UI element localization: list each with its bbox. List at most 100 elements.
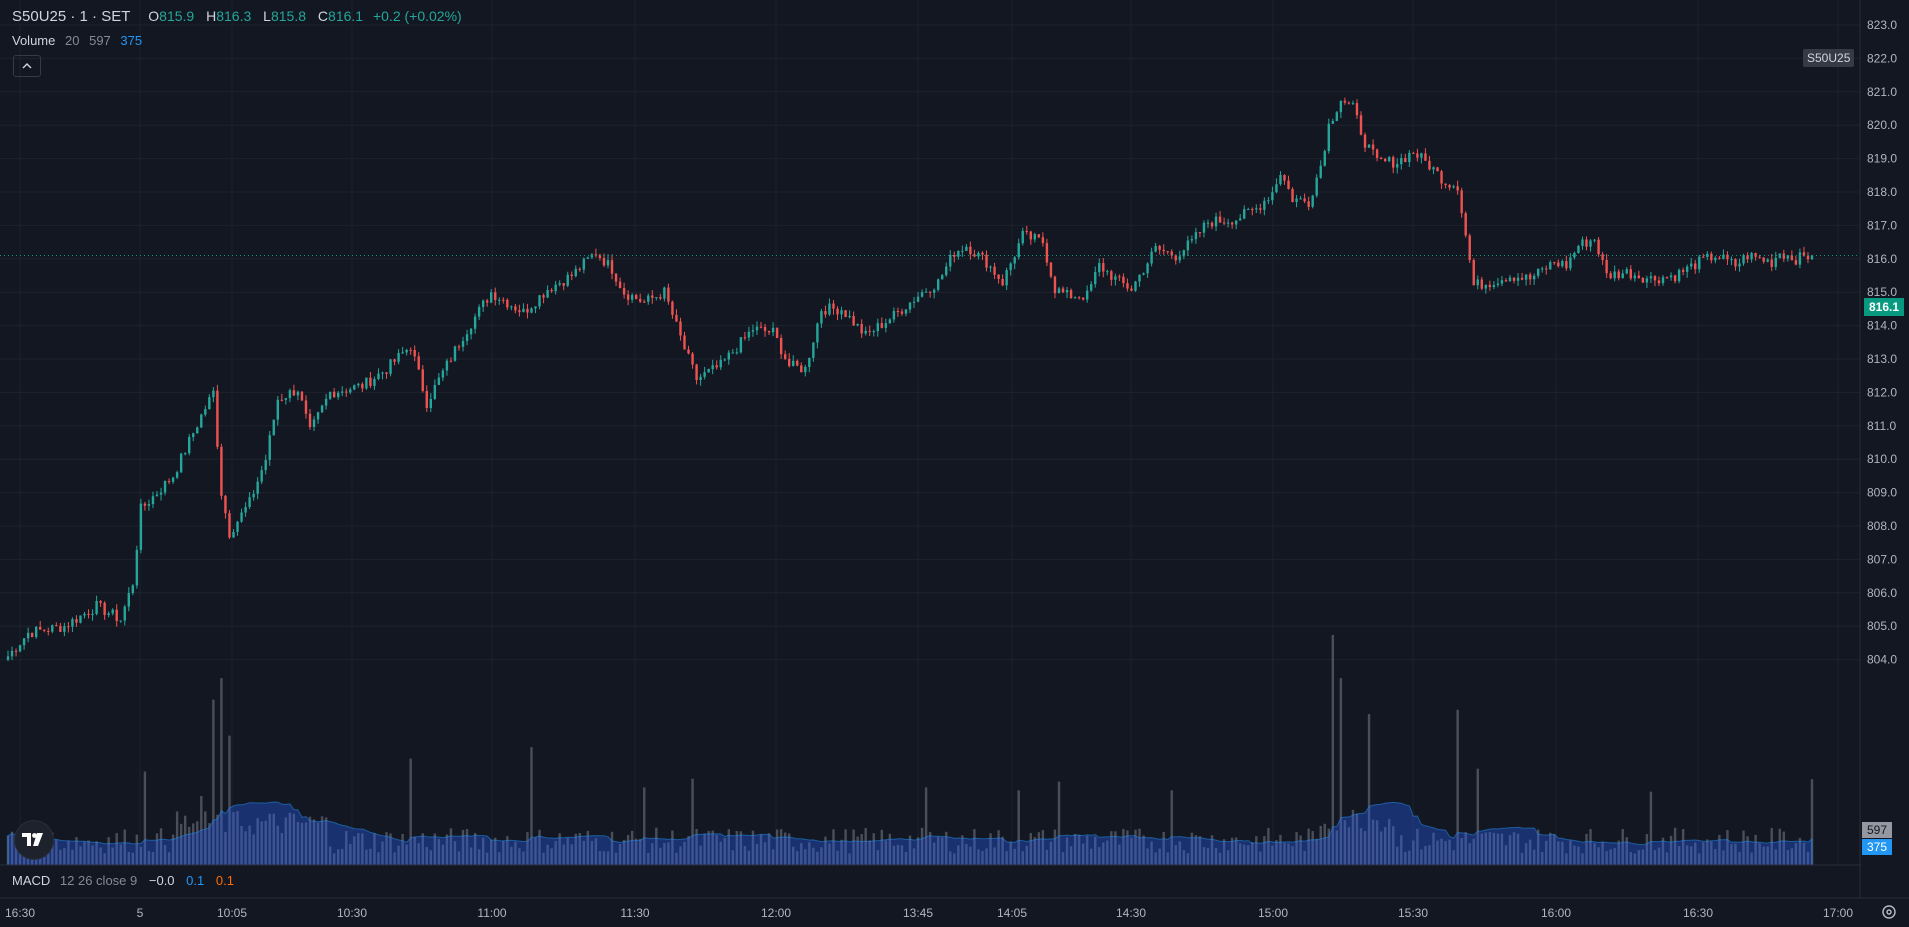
candle-body: [715, 365, 718, 368]
volume-bar: [751, 830, 755, 865]
price-axis[interactable]: 823.0 822.0 821.0 820.0 819.0 818.0 817.0 816.0…: [1867, 18, 1897, 667]
volume-bar: [928, 832, 932, 865]
candle-body: [1347, 102, 1351, 104]
volume-bar: [1295, 832, 1298, 865]
volume-bar: [671, 830, 674, 865]
candle-body: [1750, 253, 1753, 260]
time-axis[interactable]: 16:30 5 10:05 10:30 11:00 11:30 12:00 13:45 14:0…: [5, 906, 1853, 920]
volume-bar: [1202, 847, 1206, 865]
volume-bar: [1355, 813, 1359, 865]
candle-body: [1617, 271, 1620, 279]
candle-body: [868, 330, 871, 332]
macd-legend[interactable]: MACD 12 26 close 9 −0.0 0.1 0.1: [12, 873, 234, 888]
candle-body: [1049, 262, 1053, 277]
volume-bar: [1226, 850, 1230, 865]
candle-body: [767, 330, 771, 333]
volume-bar: [852, 829, 855, 865]
candle-body: [1657, 280, 1661, 284]
volume-bar: [767, 833, 771, 865]
volume-bar: [904, 851, 908, 865]
candle-body: [200, 414, 203, 428]
candle-body: [647, 295, 650, 302]
candle-body: [385, 372, 388, 374]
candle-body: [1476, 279, 1479, 286]
candle-body: [836, 308, 839, 315]
volume-bar: [67, 840, 70, 865]
candle-body: [828, 303, 831, 315]
collapse-legend-button[interactable]: [13, 55, 41, 77]
volume-bar: [828, 843, 831, 865]
candle-body: [896, 310, 900, 312]
candle-body: [103, 602, 106, 616]
volume-legend[interactable]: Volume 20 597 375: [12, 33, 142, 48]
volume-bar: [618, 844, 622, 865]
candle-body: [465, 334, 469, 342]
volume-bar: [1565, 853, 1568, 865]
candle-body: [671, 301, 674, 315]
close-label: C: [317, 8, 329, 24]
candle-body: [1718, 257, 1721, 259]
volume-bar: [1081, 843, 1085, 865]
candle-body: [1371, 144, 1375, 150]
volume-bar: [381, 841, 384, 865]
candle-body: [904, 309, 908, 314]
volume-bar: [264, 820, 267, 865]
candle-body: [268, 435, 271, 460]
volume-bar: [1665, 852, 1669, 865]
volume-bar: [139, 846, 143, 865]
volume-bar: [1130, 837, 1133, 865]
volume-bar: [87, 840, 90, 865]
candle-body: [1412, 152, 1415, 154]
candle-body: [1029, 231, 1033, 240]
candle-body: [1126, 283, 1129, 289]
current-price-badge: 816.1: [1864, 298, 1904, 316]
candle-body: [1166, 251, 1169, 253]
volume-bar: [1077, 834, 1081, 865]
settings-gear-icon[interactable]: [1880, 903, 1898, 921]
volume-bar: [1315, 838, 1318, 865]
volume-bar: [1569, 840, 1572, 865]
candle-body: [510, 306, 513, 308]
volume-bar: [284, 817, 288, 865]
candle-body: [1283, 174, 1286, 181]
candle-body: [518, 310, 521, 313]
volume-bar: [409, 758, 412, 865]
candle-body: [1625, 269, 1628, 274]
candle-body: [1355, 103, 1359, 116]
candle-body: [1746, 255, 1749, 260]
candle-body: [1452, 186, 1455, 188]
volume-bar: [453, 841, 457, 865]
volume-bar: [316, 822, 320, 865]
volume-bar: [204, 811, 207, 865]
volume-bar: [1142, 835, 1145, 865]
candle-body: [341, 391, 344, 393]
symbol-title[interactable]: S50U25 · 1 · SET: [12, 8, 131, 25]
candle-body: [707, 369, 710, 373]
candle-body: [804, 366, 807, 373]
candle-body: [1061, 288, 1065, 293]
candle-body: [485, 300, 489, 303]
candle-body: [1057, 288, 1061, 294]
candle-body: [1379, 157, 1383, 160]
candle-body: [1098, 263, 1101, 273]
volume-bar: [300, 822, 304, 865]
volume-bar: [155, 833, 159, 865]
candle-body: [1573, 252, 1576, 258]
volume-bar: [864, 828, 867, 865]
candle-body: [719, 359, 722, 368]
candle-body: [1033, 234, 1037, 240]
volume-bar: [1247, 845, 1250, 865]
tradingview-logo-icon[interactable]: [14, 820, 54, 860]
volume-bar: [796, 851, 799, 865]
candle-body: [1541, 268, 1544, 270]
price-tick-label: 821.0: [1867, 85, 1897, 99]
candle-body: [957, 251, 960, 257]
volume-bar: [582, 840, 586, 865]
volume-bar: [296, 822, 300, 865]
candle-body: [872, 331, 875, 333]
candle-body: [1118, 276, 1121, 278]
candle-body: [365, 377, 368, 389]
volume-bar: [626, 834, 630, 865]
symbol-tag: S50U25: [1803, 49, 1855, 67]
